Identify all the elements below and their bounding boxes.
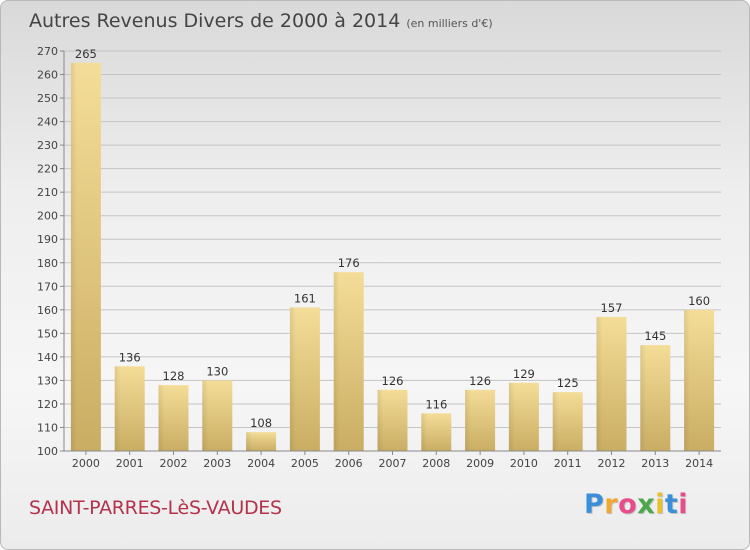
x-tick-label: 2003 [203,457,231,470]
bar-shade [246,432,253,451]
bar-shade [552,392,559,451]
bar-shade [508,382,515,451]
town-name: SAINT-PARRES-LèS-VAUDES [29,497,282,519]
bar-shade [596,316,603,451]
bar-value-label: 265 [75,47,97,61]
y-tick-label: 110 [37,421,58,434]
y-tick-label: 120 [37,398,58,411]
y-tick-label: 230 [37,139,58,152]
x-tick-label: 2009 [466,457,494,470]
x-tick-label: 2007 [379,457,407,470]
bar-shade [114,366,121,451]
x-tick-label: 2001 [116,457,144,470]
bar-value-label: 157 [601,301,623,315]
logo-letter: r [604,489,619,520]
bar-value-label: 126 [382,374,404,388]
bar-shade [289,307,296,451]
y-tick-label: 210 [37,186,58,199]
bar-value-label: 126 [469,374,491,388]
y-axis: 100 110 120 130 140 150 160 170 180 190 200 210 220 2… [37,45,65,458]
bar-shade [333,272,340,451]
logo-letter: t [664,489,679,520]
bar-shade [465,389,472,451]
x-tick-label: 2011 [554,457,582,470]
bar-shade [421,413,428,451]
y-tick-label: 250 [37,92,58,105]
bar-value-label: 161 [294,291,316,305]
bar-value-label: 116 [425,397,447,411]
x-tick-label: 2012 [598,457,626,470]
bar-shade [684,309,691,451]
x-axis: 2000 2001 2002 2003 2004 2005 2006 2007 2008 2009… [64,450,721,470]
chart-title-text: Autres Revenus Divers de 2000 à 2014 [29,10,401,32]
y-tick-label: 180 [37,257,58,270]
x-tick-label: 2013 [641,457,669,470]
bar-value-label: 108 [250,416,272,430]
x-tick-label: 2004 [247,457,275,470]
bars: 265 136 128 130 108 161 176 126 116 126 129 125 157 1… [70,47,715,451]
y-tick-label: 200 [37,210,58,223]
bar-value-label: 160 [688,294,710,308]
bar-shade [377,389,384,451]
logo-letter: o [618,489,638,520]
logo-letter: i [655,489,665,520]
bar-shade [70,62,77,451]
bar-value-label: 145 [644,329,666,343]
y-tick-label: 100 [37,445,58,458]
y-tick-label: 130 [37,374,58,387]
y-tick-label: 140 [37,351,58,364]
y-tick-label: 220 [37,163,58,176]
x-tick-label: 2010 [510,457,538,470]
chart-title: Autres Revenus Divers de 2000 à 2014 (en … [29,10,493,32]
bar-value-label: 136 [119,350,141,364]
x-tick-label: 2005 [291,457,319,470]
logo-letter: P [584,489,605,520]
y-tick-label: 190 [37,233,58,246]
logo-letter: i [678,489,689,520]
y-tick-label: 160 [37,304,58,317]
x-tick-label: 2006 [335,457,363,470]
bar [246,432,277,451]
logo-letter: x [637,489,656,520]
bar-shade [158,385,165,451]
proxiti-logo[interactable]: Proxiti [584,489,688,520]
chart-unit: (en milliers d'€) [406,17,493,30]
y-tick-label: 270 [37,45,58,58]
bar-value-label: 125 [557,376,579,390]
y-tick-label: 170 [37,280,58,293]
bar-value-label: 176 [338,256,360,270]
x-tick-label: 2014 [685,457,713,470]
x-tick-label: 2002 [160,457,188,470]
bar-value-label: 128 [163,369,185,383]
y-tick-label: 260 [37,69,58,82]
bar-shade [202,380,209,451]
x-tick-label: 2000 [72,457,100,470]
y-tick-label: 150 [37,327,58,340]
x-tick-label: 2008 [422,457,450,470]
y-tick-label: 240 [37,116,58,129]
bar-shade [640,345,647,451]
bar-value-label: 130 [206,364,228,378]
bar-value-label: 129 [513,367,535,381]
